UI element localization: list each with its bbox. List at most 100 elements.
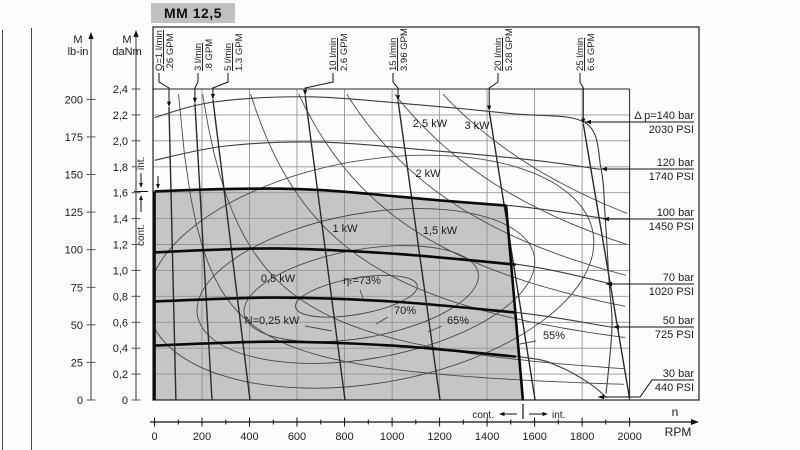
pressure-label-70-psi: 1020 PSI	[649, 286, 694, 298]
pressure-label-100-bar: 100 bar	[657, 207, 695, 219]
lbin-tick: 25	[71, 357, 83, 369]
flow-label: 15 l/min	[388, 38, 399, 71]
power-curve-2kw	[346, 93, 627, 276]
speed-tick: 1200	[427, 431, 451, 443]
speed-tick: 600	[288, 431, 306, 443]
power-label: 0,5 kW	[261, 273, 296, 285]
pressure-label-30-bar: 30 bar	[663, 368, 695, 380]
flow-labels: Q=1 l/min .26 GPM 3 l/min .8 GPM 5 l/min 1.3 …	[154, 28, 597, 124]
efficiency-label: ηₜ=73%	[343, 275, 381, 287]
flow-label-gpm: 1.3 GPM	[234, 33, 245, 71]
flow-line	[168, 107, 177, 400]
power-label: 1,5 kW	[423, 225, 458, 237]
flow-line	[304, 95, 346, 400]
danm-tick: 2,0	[113, 136, 128, 148]
flow-label: 3 l/min	[193, 43, 204, 71]
danm-tick: 0,6	[113, 317, 128, 329]
danm-tick: 0	[122, 395, 128, 407]
danm-tick: 1,4	[113, 214, 128, 226]
pressure-label-30-psi: 440 PSI	[655, 382, 694, 394]
lbin-unit: lb-in	[68, 46, 89, 58]
lbin-tick: 0	[77, 395, 83, 407]
flow-label: 10 l/min	[328, 38, 339, 71]
power-curve-1kw	[250, 94, 625, 338]
power-curve-2.5kw	[394, 93, 627, 245]
speed-tick: 1400	[475, 431, 499, 443]
danm-header: M	[122, 34, 131, 46]
zone-label-int-bottom: int.	[552, 410, 565, 421]
speed-tick: 1000	[380, 431, 404, 443]
lbin-tick: 125	[65, 207, 83, 219]
speed-tick: 400	[240, 431, 258, 443]
flow-lines	[168, 95, 630, 400]
pressure-label-50-psi: 725 PSI	[655, 329, 694, 341]
flow-line	[582, 123, 630, 400]
efficiency-label: 70%	[394, 305, 416, 317]
chart-frame	[152, 26, 700, 401]
power-curve-0.5kw	[202, 94, 625, 370]
pressure-label-120-bar: 120 bar	[657, 157, 695, 169]
pressure-label-140-bar: Δ p=140 bar	[634, 110, 694, 122]
lbin-tick: 75	[71, 282, 83, 294]
zone-label-int-left: int.	[136, 157, 147, 170]
axis-torque-lbin: Mlb-in 0 25 50 75 100 125 150 175 200	[65, 32, 96, 407]
efficiency-label: 65%	[447, 315, 469, 327]
zone-label-cont-left: cont.	[136, 224, 147, 246]
curve-value-labels: N=0,25 kW 0,5 kW 1 kW 1,5 kW 2 kW 2,5 kW 3 kW η…	[245, 118, 565, 345]
lbin-header: M	[73, 34, 82, 46]
lbin-tick: 175	[65, 132, 83, 144]
pressure-curve-50-bar-continuous	[154, 296, 516, 314]
pressure-curve-30-bar-continuous	[154, 340, 516, 358]
danm-tick: 2,2	[113, 110, 128, 122]
pressure-curves	[153, 96, 614, 401]
speed-tick: 200	[193, 431, 211, 443]
pressure-label-50-bar: 50 bar	[663, 315, 695, 327]
speed-tick: 800	[335, 431, 353, 443]
zone-label-cont-bottom: cont.	[472, 410, 494, 421]
pressure-label-100-psi: 1450 PSI	[649, 221, 694, 233]
efficiency-contour-73	[295, 275, 418, 318]
speed-unit: RPM	[665, 425, 692, 439]
pressure-curve-100-bar-continuous	[154, 187, 507, 207]
pressure-label-120-psi: 1740 PSI	[649, 171, 694, 183]
flow-label: 20 l/min	[493, 38, 504, 71]
power-curve-1.5kw	[298, 94, 626, 307]
flow-label-gpm: 2.6 GPM	[339, 33, 350, 71]
power-label: 3 kW	[464, 120, 490, 132]
pressure-curve-70-bar-continuous	[154, 247, 516, 266]
flow-line	[397, 100, 441, 400]
flow-label: Q=1 l/min	[154, 30, 165, 71]
lbin-tick: 50	[71, 320, 83, 332]
flow-label-gpm: .26 GPM	[165, 33, 176, 71]
danm-tick: 0,8	[113, 291, 128, 303]
speed-tick: 1600	[522, 431, 546, 443]
pressure-label-70-bar: 70 bar	[663, 272, 695, 284]
speed-var: n	[672, 405, 679, 419]
efficiency-contour-65	[196, 208, 536, 364]
efficiency-label: 55%	[543, 330, 565, 342]
frame-lines	[2, 28, 32, 450]
power-label: N=0,25 kW	[245, 315, 300, 327]
flow-line	[488, 110, 536, 400]
speed-tick: 0	[151, 431, 157, 443]
lbin-tick: 150	[65, 170, 83, 182]
power-label: 2,5 kW	[413, 118, 448, 130]
flow-label: 25 l/min	[575, 38, 586, 71]
pressure-curve-140-bar	[154, 96, 613, 394]
power-label: 2 kW	[415, 168, 441, 180]
flow-label-gpm: 6.6 GPM	[586, 33, 597, 71]
power-curve-0.25kw	[178, 94, 624, 385]
speed-tick: 2000	[617, 431, 641, 443]
power-label: 1 kW	[332, 223, 358, 235]
flow-label: 5 l/min	[223, 43, 234, 71]
axis-speed: 0 200 400 600 800 1000 1200 1400 1600 1800 2000 n RP…	[150, 405, 699, 443]
danm-unit: daNm	[112, 46, 141, 58]
chart-title: MM 12,5	[151, 3, 235, 23]
speed-tick: 1800	[570, 431, 594, 443]
flow-label-gpm: 5.28 GPM	[504, 28, 515, 71]
flow-label-gpm: 3.96 GPM	[399, 28, 410, 71]
danm-tick: 2,4	[113, 84, 128, 96]
